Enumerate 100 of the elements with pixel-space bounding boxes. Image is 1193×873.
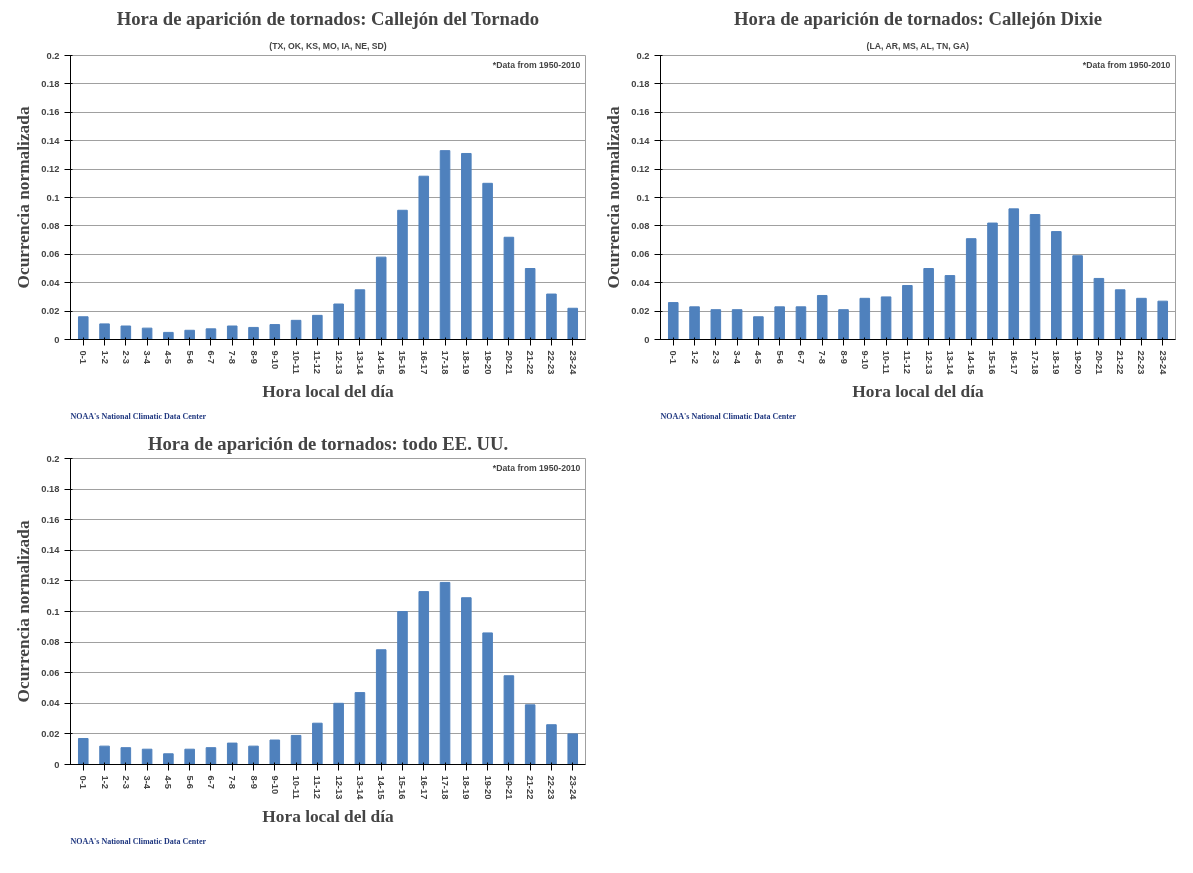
bar [375,256,387,340]
x-tick-label: 21-22 [525,350,536,375]
bar [482,632,493,765]
x-tick-label: 0-1 [78,350,89,364]
chart-subtitle: (TX, OK, KS, MO, IA, NE, SD) [269,40,387,51]
annotation: *Data from 1950-2010 [492,462,581,473]
bar [141,748,153,765]
x-tick-label: 10-11 [291,350,302,374]
bar [312,314,323,340]
bar [923,268,934,340]
y-tick-label: 0.16 [631,107,650,118]
x-tick-label: 15-16 [397,775,408,800]
bar [902,285,913,340]
bar [439,150,451,340]
x-tick-label: 17-18 [440,350,451,375]
y-tick-label: 0.2 [636,50,650,61]
bar [290,319,302,340]
y-axis-title: Ocurrencia normalizada [14,520,34,703]
y-tick-label: 0.18 [41,78,60,89]
x-tick-label: 1-2 [689,350,700,364]
bar [120,325,132,340]
y-tick-label: 0.04 [41,277,61,288]
bar [503,236,515,340]
bar [397,611,408,765]
bar [269,739,281,765]
x-tick-label: 21-22 [1115,350,1126,375]
x-tick-label: 23-24 [567,350,578,376]
x-tick-label: 13-14 [354,775,365,801]
y-tick-label: 0.16 [41,107,60,118]
x-tick-label: 15-16 [397,350,408,375]
x-tick-label: 7-8 [227,350,238,364]
y-tick-label: 0.12 [631,164,650,175]
annotation: *Data from 1950-2010 [1082,59,1171,70]
x-tick-label: 8-9 [838,350,849,364]
x-tick-label: 20-21 [503,350,514,375]
x-tick-label: 22-23 [1136,350,1147,375]
x-tick-label: 11-12 [312,350,323,374]
bar [1157,300,1169,340]
chart-title: Hora de aparición de tornados: Callejón Dixie [734,7,1102,29]
bar [77,316,89,340]
y-tick-label: 0.1 [636,192,650,203]
bar [141,327,153,340]
x-tick-label: 4-5 [163,350,174,364]
y-axis-title: Ocurrencia normalizada [14,106,34,289]
y-tick-label: 0.08 [631,220,650,231]
chart-subtitle: (LA, AR, MS, AL, TN, GA) [866,40,969,51]
x-tick-label: 8-9 [248,350,259,364]
y-axis-title: Ocurrencia normalizada [604,106,624,289]
x-tick-label: 1-2 [99,350,110,364]
bar [1051,231,1062,340]
bar [880,296,892,340]
bar [461,597,472,765]
x-tick-label: 13-14 [354,350,365,376]
x-tick-label: 7-8 [227,775,238,789]
bar [269,324,281,340]
bar [163,331,174,340]
x-tick-label: 21-22 [525,775,536,800]
bar [710,309,722,340]
bar [1114,289,1126,340]
y-tick-label: 0.1 [46,606,60,617]
x-tick-label: 22-23 [546,350,557,375]
x-tick-label: 19-20 [1072,350,1083,375]
x-tick-label: 2-3 [120,350,131,364]
bar [731,309,743,340]
bar [354,289,366,340]
bar [184,748,195,765]
x-tick-label: 12-13 [923,350,934,375]
y-tick-label: 0.06 [41,249,60,260]
x-tick-label: 10-11 [291,775,302,799]
y-tick-label: 0 [54,334,60,345]
y-tick-label: 0.08 [41,637,60,648]
bar [753,316,764,340]
y-tick-label: 0.2 [46,453,60,464]
bar [1029,214,1041,340]
x-tick-label: 16-17 [1008,350,1019,375]
y-tick-label: 0.04 [631,277,651,288]
text: NOAA's National Climatic Data Center [70,836,207,846]
bar [816,294,828,340]
x-tick-label: 19-20 [482,775,493,800]
x-tick-label: 11-12 [312,775,323,799]
bar [397,209,408,340]
y-tick-label: 0.04 [41,698,61,709]
y-tick-label: 0.16 [41,514,60,525]
y-tick-label: 0.08 [41,220,60,231]
x-tick-label: 18-19 [461,350,472,375]
x-tick-label: 14-15 [376,350,387,375]
y-tick-label: 0.14 [41,135,61,146]
bar [184,329,195,340]
bar [461,152,472,340]
x-axis-title: Hora local del día [262,807,395,827]
chart-title: Hora de aparición de tornados: todo EE. UU. [147,432,509,454]
bar [567,733,579,765]
x-tick-label: 7-8 [817,350,828,364]
x-tick-label: 17-18 [440,775,451,800]
text: NOAA's National Climatic Data Center [660,411,797,421]
bar [418,175,430,340]
bar [859,297,871,340]
bar [546,724,557,765]
bar [418,591,430,765]
x-tick-label: 6-7 [795,350,806,364]
